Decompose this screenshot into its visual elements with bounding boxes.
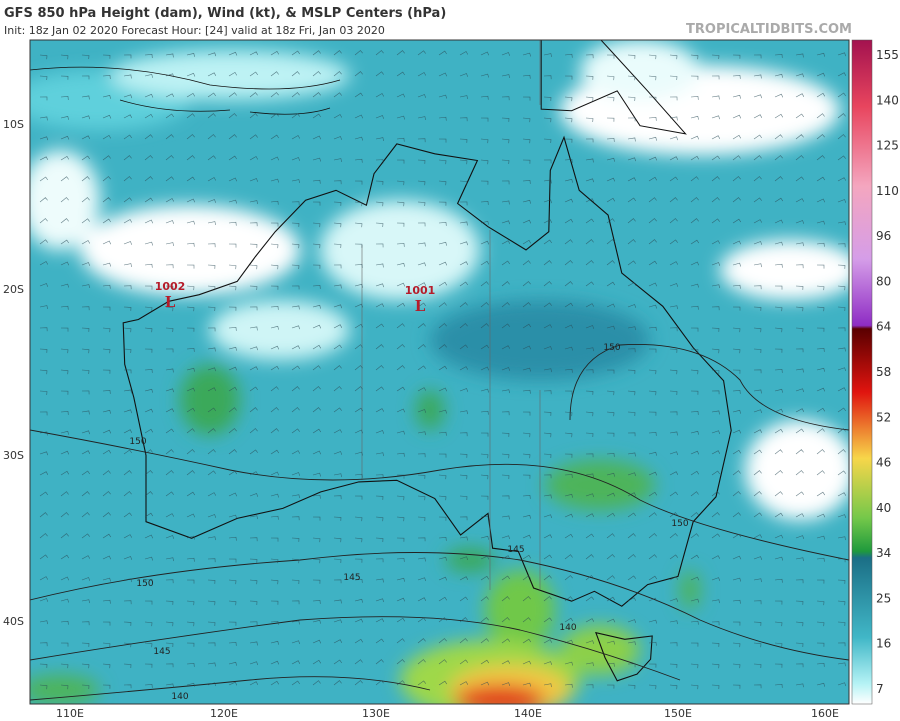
title: GFS 850 hPa Height (dam), Wind (kt), & M… bbox=[4, 6, 446, 21]
contour-line bbox=[30, 676, 431, 701]
contour-label: 140 bbox=[559, 623, 576, 633]
low-symbol: L bbox=[415, 297, 426, 315]
contour-label: 150 bbox=[671, 519, 688, 529]
height-contours bbox=[30, 344, 849, 701]
watermark: TROPICALTIDBITS.COM bbox=[686, 22, 852, 37]
colorbar-label: 64 bbox=[876, 320, 891, 334]
wind-shading bbox=[30, 40, 849, 704]
colorbar-label: 58 bbox=[876, 365, 891, 379]
colorbar-label: 80 bbox=[876, 274, 891, 288]
contour-line bbox=[30, 616, 681, 681]
wind-barb-field bbox=[39, 50, 847, 690]
contour-label: 145 bbox=[507, 545, 524, 555]
colorbar-label: 25 bbox=[876, 591, 891, 605]
australia-coast bbox=[122, 135, 732, 607]
indonesia-coast bbox=[30, 66, 341, 115]
pressure-value: 1001 bbox=[405, 284, 436, 297]
wind-barbs bbox=[39, 50, 847, 690]
longitude-label: 120E bbox=[210, 707, 238, 720]
contour-label: 145 bbox=[153, 647, 170, 657]
labels: 10S 20S 30S 40S 110E 120E 130E 140E 150E 160E 155 1… bbox=[3, 48, 899, 720]
map-frame bbox=[29, 39, 850, 705]
contour-line bbox=[30, 552, 849, 661]
contour-label: 150 bbox=[603, 343, 620, 353]
contour-label: 140 bbox=[171, 692, 188, 702]
colorbar-label: 155 bbox=[876, 48, 899, 62]
colorbar-label: 140 bbox=[876, 93, 899, 107]
contour-label: 150 bbox=[136, 579, 153, 589]
colorbar-label: 34 bbox=[876, 546, 891, 560]
longitude-label: 110E bbox=[56, 707, 84, 720]
colorbar-label: 40 bbox=[876, 501, 891, 515]
longitude-label: 130E bbox=[362, 707, 390, 720]
latitude-label: 10S bbox=[3, 118, 24, 131]
colorbar bbox=[851, 39, 873, 705]
longitude-label: 140E bbox=[514, 707, 542, 720]
low-symbol: L bbox=[165, 293, 176, 311]
longitude-label: 150E bbox=[664, 707, 692, 720]
contour-label: 145 bbox=[343, 573, 360, 583]
subtitle: Init: 18z Jan 02 2020 Forecast Hour: [24… bbox=[4, 24, 385, 37]
colorbar-label: 110 bbox=[876, 184, 899, 198]
latitude-label: 30S bbox=[3, 449, 24, 462]
colorbar-label: 96 bbox=[876, 229, 891, 243]
latitude-label: 20S bbox=[3, 283, 24, 296]
colorbar-label: 125 bbox=[876, 139, 899, 153]
colorbar-label: 46 bbox=[876, 456, 891, 470]
latitude-label: 40S bbox=[3, 615, 24, 628]
border bbox=[361, 40, 541, 590]
contour-label: 150 bbox=[129, 437, 146, 447]
contour-line bbox=[569, 344, 849, 431]
pressure-value: 1002 bbox=[155, 280, 186, 293]
colorbar-label: 7 bbox=[876, 682, 884, 696]
map-area bbox=[30, 40, 849, 704]
new-guinea-coast bbox=[540, 40, 687, 135]
contour-line bbox=[30, 429, 849, 561]
colorbar-label: 16 bbox=[876, 637, 891, 651]
longitude-label: 160E bbox=[811, 707, 839, 720]
colorbar-label: 52 bbox=[876, 410, 891, 424]
